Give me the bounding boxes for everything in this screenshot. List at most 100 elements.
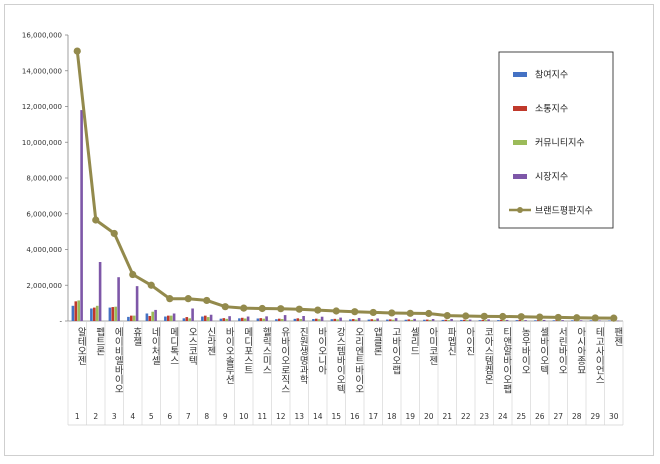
category-label-10: 메디포스트 [242, 327, 253, 375]
bar-1-13 [293, 318, 297, 321]
bar-3-23 [484, 320, 487, 321]
bar-2-26 [537, 320, 540, 321]
rank-label-20: 20 [424, 412, 434, 421]
bar-3-9 [225, 318, 228, 321]
bar-3-13 [299, 319, 302, 321]
category-label-3: 에이비엘바이오 [112, 327, 123, 394]
y-tick-label: 16,000,000 [22, 32, 62, 40]
brand-index-point-27 [554, 313, 562, 322]
category-label-8: 신라젠 [205, 327, 216, 356]
brand-index-point-8 [203, 296, 211, 305]
category-label-29: 테고사이언스 [593, 327, 604, 384]
category-label-11: 헬릭스미스 [260, 327, 271, 375]
bar-3-16 [354, 319, 358, 321]
rank-label-5: 5 [149, 412, 154, 421]
bar-1-1 [71, 305, 75, 321]
bar-3-25 [521, 320, 524, 321]
bar-3-8 [206, 317, 210, 321]
category-label-26: 셀바이오텍 [538, 327, 549, 375]
y-tick-label: 12,000,000 [22, 103, 62, 111]
bar-4-21 [450, 319, 453, 321]
bar-1-3 [108, 307, 112, 321]
bar-4-25 [524, 320, 527, 321]
brand-index-point-11 [258, 304, 266, 313]
category-label-13: 진원생명과학 [297, 327, 308, 385]
bar-1-11 [256, 318, 260, 321]
rank-label-3: 3 [112, 412, 117, 421]
rank-label-19: 19 [405, 412, 415, 421]
bar-4-2 [98, 262, 102, 321]
bar-2-5 [148, 315, 152, 321]
bar-1-19 [404, 319, 408, 321]
brand-index-point-14 [314, 306, 322, 314]
category-label-23: 코아스템켐온 [482, 327, 493, 384]
y-tick-label: 14,000,000 [22, 67, 62, 75]
bar-1-6 [164, 316, 167, 321]
bar-1-30 [608, 320, 611, 321]
brand-index-point-13 [295, 305, 303, 313]
y-tick-label: - [59, 318, 62, 326]
legend-label-1: 참여지수 [535, 69, 568, 81]
bar-1-17 [367, 319, 371, 321]
bar-1-5 [145, 313, 149, 321]
brand-index-point-25 [517, 313, 525, 321]
bar-1-25 [515, 320, 519, 321]
brand-index-point-3 [110, 229, 118, 238]
bar-1-2 [90, 308, 93, 321]
rank-label-23: 23 [479, 412, 489, 421]
brand-index-point-2 [92, 216, 100, 224]
bar-3-6 [169, 315, 173, 321]
bar-3-5 [151, 311, 154, 321]
bar-2-3 [111, 307, 115, 321]
bar-4-13 [302, 315, 305, 321]
bar-3-21 [447, 320, 450, 321]
bar-1-28 [571, 320, 574, 321]
category-label-4: 휴젤 [131, 327, 142, 346]
bar-3-15 [336, 319, 339, 321]
bar-1-21 [441, 319, 445, 321]
brand-index-point-28 [573, 314, 581, 322]
bar-4-15 [339, 317, 342, 321]
bar-3-22 [465, 320, 469, 321]
brand-index-point-5 [147, 281, 155, 289]
rank-label-25: 25 [516, 412, 526, 421]
brand-index-point-4 [129, 270, 137, 279]
brand-index-point-29 [591, 314, 599, 322]
brand-index-point-12 [277, 305, 285, 313]
brand-index-point-6 [166, 295, 174, 303]
bar-4-29 [598, 320, 601, 321]
bar-4-19 [413, 318, 416, 321]
y-tick-label: 6,000,000 [26, 210, 62, 218]
bar-3-1 [77, 300, 80, 321]
bar-2-12 [278, 318, 281, 321]
legend-label-3: 커뮤니티지수 [535, 138, 585, 149]
brand-index-point-24 [499, 312, 507, 321]
bar-2-11 [259, 318, 263, 321]
bar-1-9 [219, 318, 223, 321]
bar-2-17 [370, 319, 374, 321]
legend-label-5: 브랜드평판지수 [535, 206, 593, 217]
bar-1-29 [589, 320, 593, 321]
bar-4-11 [265, 316, 268, 321]
bar-4-17 [376, 318, 379, 321]
y-tick-label: 4,000,000 [26, 246, 62, 254]
bar-2-21 [444, 319, 448, 321]
rank-label-15: 15 [331, 412, 341, 421]
bar-4-8 [209, 314, 213, 321]
category-label-17: 앱클론 [371, 326, 382, 355]
category-label-22: 아이진 [464, 327, 475, 356]
bar-3-12 [280, 319, 284, 321]
bar-3-19 [410, 319, 413, 321]
bar-2-23 [481, 319, 485, 321]
bar-1-16 [349, 319, 352, 321]
category-label-15: 강스템바이오텍 [334, 327, 345, 394]
bar-4-1 [80, 110, 83, 321]
bar-2-25 [518, 319, 522, 321]
bar-2-9 [222, 318, 226, 321]
bar-4-18 [394, 318, 398, 321]
bar-4-14 [320, 316, 324, 321]
bar-4-28 [579, 320, 583, 321]
rank-label-18: 18 [387, 412, 397, 421]
rank-label-6: 6 [167, 412, 172, 421]
category-label-16: 오리엔트바이오 [353, 327, 364, 394]
